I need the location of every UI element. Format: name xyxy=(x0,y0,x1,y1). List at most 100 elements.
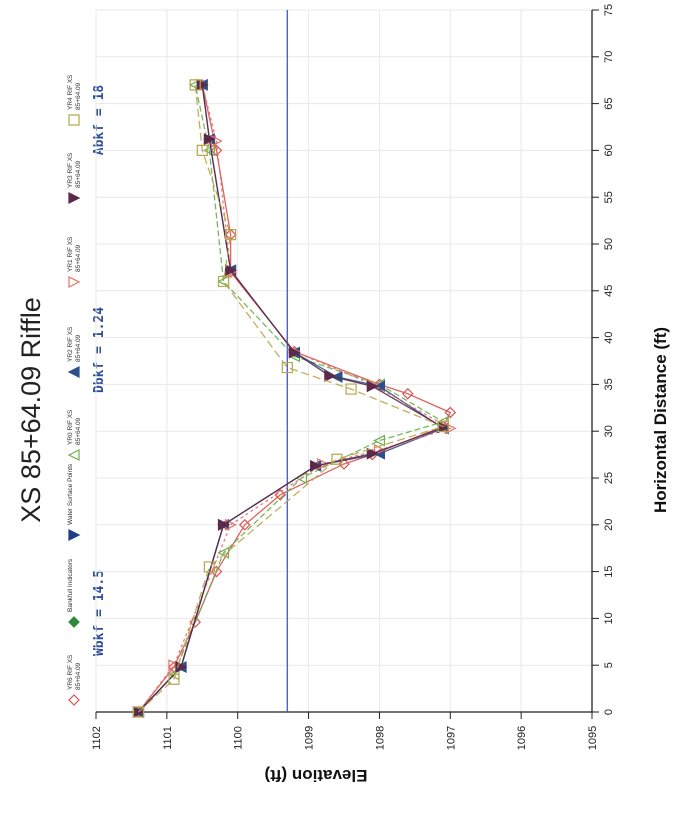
data-point xyxy=(203,144,215,157)
legend-marker xyxy=(68,529,81,541)
y-axis-title: Elevation (ft) xyxy=(265,766,368,785)
legend-label: Water Surface Points xyxy=(67,463,74,525)
series-line xyxy=(138,84,445,713)
y-tick-label: 1098 xyxy=(374,726,386,750)
data-point xyxy=(444,406,457,419)
annotation-dbkf: Dbkf = 1.24 xyxy=(92,307,107,393)
data-point xyxy=(217,275,230,288)
y-tick-label: 1096 xyxy=(516,726,528,750)
data-point xyxy=(168,659,181,672)
legend-marker xyxy=(68,114,80,126)
data-point xyxy=(189,79,201,91)
legend-label-line2: 85+64.09 xyxy=(75,244,82,272)
series-line xyxy=(137,84,452,713)
x-tick-label: 0 xyxy=(603,709,615,715)
data-point xyxy=(196,144,208,156)
legend-entry: YR1 RIF XS 85+64.09 xyxy=(67,236,82,288)
data-point xyxy=(168,673,180,685)
legend-label-line2: 85+64.09 xyxy=(75,417,82,445)
data-point xyxy=(330,370,343,383)
x-tick-label: 60 xyxy=(603,144,615,156)
data-point xyxy=(373,434,386,447)
x-tick-label: 30 xyxy=(603,425,615,437)
legend-entry: YR0 RIF XS 85+64.09 xyxy=(67,409,82,461)
data-point xyxy=(132,706,145,718)
legend-label: YR6 RIF XS xyxy=(67,654,74,690)
legend-label-line2: 85+64.09 xyxy=(75,662,82,690)
y-tick-label: 1099 xyxy=(304,726,316,750)
legend-label: Bankfull Indicators xyxy=(67,558,74,612)
y-tick-label: 1100 xyxy=(233,726,245,750)
legend-marker xyxy=(68,694,80,706)
legend-label: YR2 RIF XS xyxy=(67,326,74,362)
x-tick-label: 75 xyxy=(603,4,615,16)
x-tick-label: 50 xyxy=(603,238,615,250)
series-line xyxy=(138,84,446,713)
legend-label: YR1 RIF XS xyxy=(67,236,74,272)
data-point xyxy=(203,133,216,146)
data-point xyxy=(203,561,215,573)
data-point xyxy=(310,459,322,472)
y-tick-label: 1101 xyxy=(162,726,174,750)
legend-entry: YR3 RIF XS 85+64.09 xyxy=(67,152,82,204)
y-tick-label: 1102 xyxy=(91,726,103,750)
legend-entry: YR4 RIF XS 85+64.09 xyxy=(67,74,82,126)
legend-marker xyxy=(68,616,80,628)
x-tick-label: 25 xyxy=(603,472,615,484)
legend-label-line2: 85+64.09 xyxy=(75,82,82,110)
data-point xyxy=(437,420,449,433)
data-point xyxy=(366,447,379,460)
data-point xyxy=(225,264,237,277)
data-point xyxy=(324,370,337,382)
legend-label-line2: 85+64.09 xyxy=(75,334,82,362)
x-tick-label: 70 xyxy=(603,51,615,63)
legend-marker xyxy=(68,192,81,204)
data-point xyxy=(331,453,343,465)
series-7 xyxy=(132,78,450,718)
annotation-abkf: Abkf = 18 xyxy=(92,85,107,156)
legend-marker xyxy=(67,366,80,378)
data-series xyxy=(132,78,457,718)
axes: 0 5 10 15 20 25 30 35 40 45 50 55 60 65 70 75 1095 1096 10… xyxy=(91,4,615,750)
legend-marker xyxy=(68,276,81,288)
legend-label-line2: 85+64.09 xyxy=(75,160,82,188)
x-tick-label: 35 xyxy=(603,378,615,390)
legend-entry: Water Surface Points xyxy=(67,463,81,541)
data-point xyxy=(217,518,230,531)
x-tick-label: 20 xyxy=(603,519,615,531)
data-point xyxy=(238,518,251,531)
x-tick-label: 55 xyxy=(603,191,615,203)
data-point xyxy=(225,229,237,241)
annotation-wbkf: Wbkf = 14.5 xyxy=(92,570,107,656)
y-tick-label: 1095 xyxy=(587,726,599,750)
legend-entry: Bankfull Indicators xyxy=(67,558,80,628)
data-point xyxy=(288,346,301,359)
data-point xyxy=(373,443,386,456)
x-axis-title: Horizontal Distance (ft) xyxy=(651,327,670,513)
legend-marker xyxy=(67,449,80,461)
x-tick-label: 40 xyxy=(603,331,615,343)
x-tick-label: 45 xyxy=(603,285,615,297)
data-point xyxy=(281,361,293,374)
grid-lines xyxy=(95,9,593,713)
series-8 xyxy=(132,79,449,718)
x-tick-label: 15 xyxy=(603,565,615,577)
data-point xyxy=(366,380,379,393)
x-tick-label: 10 xyxy=(603,612,615,624)
legend-entry: YR6 RIF XS 85+64.09 xyxy=(67,654,82,706)
data-point xyxy=(345,383,357,395)
y-tick-label: 1097 xyxy=(445,726,457,750)
legend-label: YR0 RIF XS xyxy=(67,409,74,445)
data-point xyxy=(274,488,287,501)
legend-label: YR4 RIF XS xyxy=(67,74,74,110)
legend-label: YR3 RIF XS xyxy=(67,152,74,188)
data-point xyxy=(401,387,414,400)
chart-title: XS 85+64.09 Riffle xyxy=(16,297,46,522)
x-tick-label: 65 xyxy=(603,97,615,109)
x-tick-label: 5 xyxy=(603,662,615,668)
legend-entry: YR2 RIF XS 85+64.09 xyxy=(67,326,82,378)
